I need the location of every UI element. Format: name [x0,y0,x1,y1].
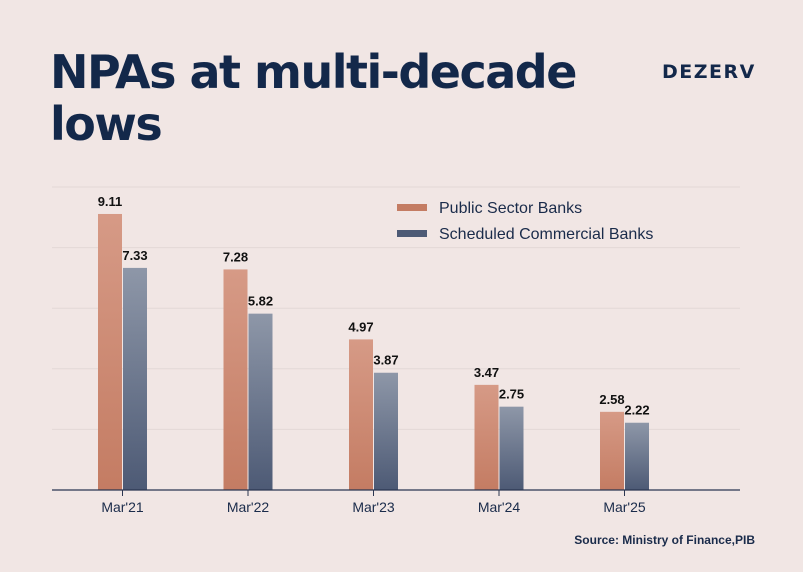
x-tick-label: Mar'23 [352,499,395,515]
bar-scheduled-commercial-1 [248,313,273,490]
value-labels: 9.11 7.33 7.28 5.82 4.97 3.87 3.472.75 2.582.22 [98,194,650,418]
value-label: 7.33 [122,248,147,263]
source-note: Source: Ministry of Finance,PIB [574,533,755,547]
bar-public-sector-0 [98,213,122,491]
page-title: NPAs at multi-decade lows [50,46,610,150]
x-tick-label: Mar'24 [478,499,521,515]
bar-scheduled-commercial-0 [123,267,147,490]
brand-logo: DEZERV [662,61,756,83]
value-label: 3.47 [474,365,499,380]
x-tick-label: Mar'25 [603,499,646,515]
x-tick-label: Mar'22 [227,499,270,515]
bars [98,213,649,491]
legend-swatch-scheduled-commercial [397,230,427,237]
value-label: 2.75 [499,387,524,402]
x-axis-ticks: Mar'21 Mar'22 Mar'23 Mar'24 Mar'25 [101,490,646,515]
bar-scheduled-commercial-2 [374,372,398,490]
bar-public-sector-3 [474,384,499,490]
bar-public-sector-2 [349,339,373,490]
title-line-1: NPAs at multi-decade [50,45,577,99]
value-label: 9.11 [98,194,123,209]
bar-public-sector-4 [600,411,624,490]
legend-label-scheduled-commercial: Scheduled Commercial Banks [439,226,653,243]
value-label: 7.28 [223,249,248,264]
value-label: 2.58 [599,392,624,407]
legend: Public Sector Banks Scheduled Commercial… [397,200,653,243]
legend-swatch-public-sector [397,204,427,211]
title-line-2: lows [50,97,163,151]
bar-scheduled-commercial-4 [625,422,649,490]
value-label: 3.87 [373,353,398,368]
x-tick-label: Mar'21 [101,499,144,515]
value-label: 2.22 [624,403,649,418]
value-label: 5.82 [248,294,273,309]
value-label: 4.97 [348,319,373,334]
bar-public-sector-1 [223,269,248,490]
bar-scheduled-commercial-3 [499,406,524,490]
legend-label-public-sector: Public Sector Banks [439,200,582,217]
